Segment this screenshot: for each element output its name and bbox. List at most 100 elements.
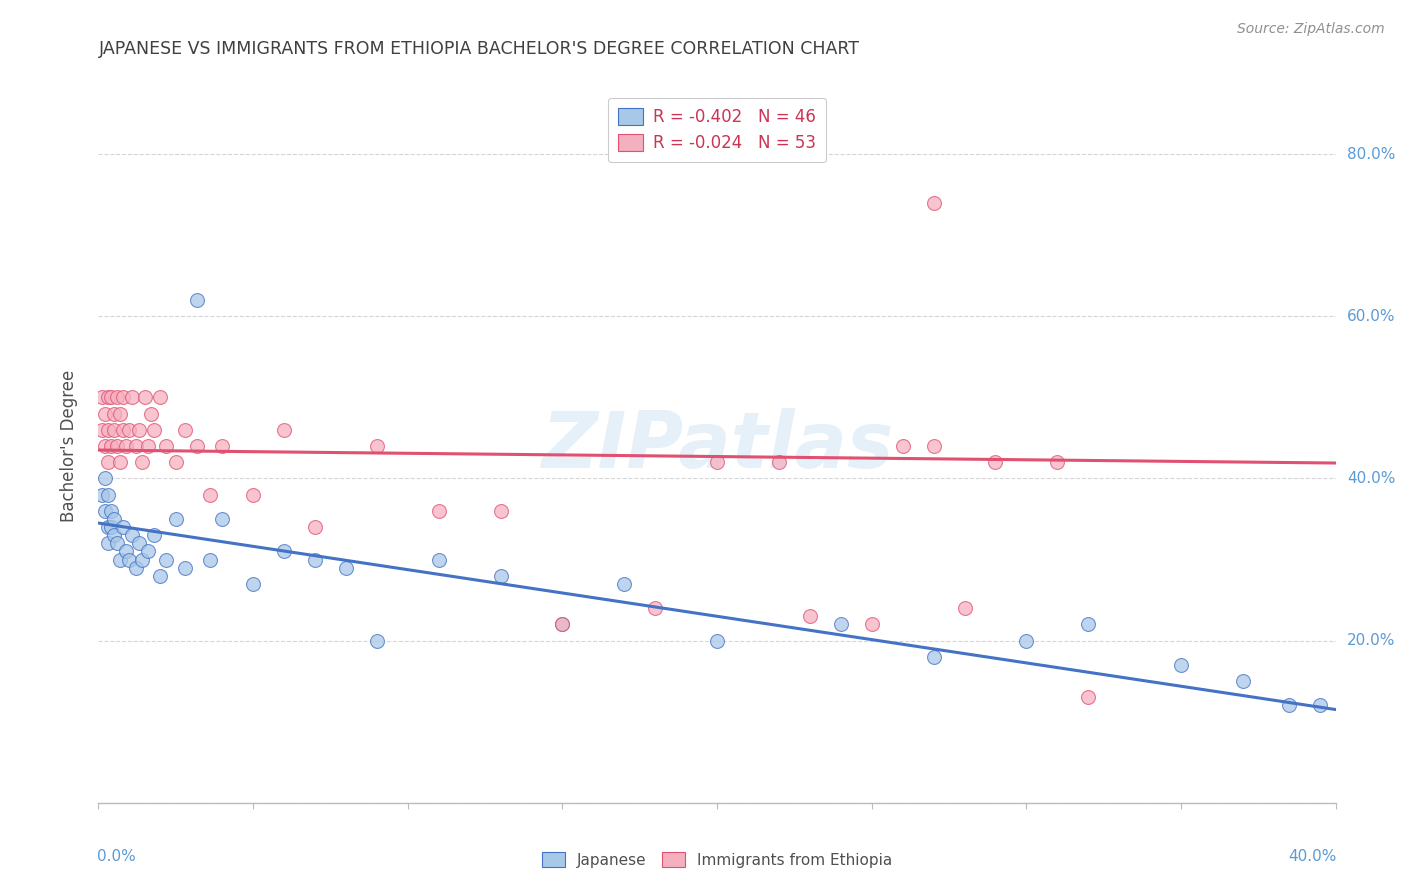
- Point: [644, 601, 666, 615]
- Point: [186, 439, 208, 453]
- Text: ZIPatlas: ZIPatlas: [541, 408, 893, 484]
- Point: [211, 512, 233, 526]
- Y-axis label: Bachelor's Degree: Bachelor's Degree: [59, 370, 77, 522]
- Point: [124, 439, 146, 453]
- Point: [273, 423, 295, 437]
- Point: [97, 520, 120, 534]
- Point: [273, 544, 295, 558]
- Point: [97, 390, 120, 404]
- Point: [131, 455, 153, 469]
- Point: [304, 552, 326, 566]
- Point: [1077, 617, 1099, 632]
- Point: [121, 528, 143, 542]
- Point: [105, 390, 128, 404]
- Point: [174, 423, 197, 437]
- Point: [134, 390, 156, 404]
- Point: [706, 633, 728, 648]
- Point: [984, 455, 1007, 469]
- Point: [242, 577, 264, 591]
- Point: [136, 544, 159, 558]
- Point: [90, 423, 112, 437]
- Point: [198, 488, 221, 502]
- Point: [112, 520, 135, 534]
- Point: [1278, 698, 1301, 713]
- Text: Source: ZipAtlas.com: Source: ZipAtlas.com: [1237, 22, 1385, 37]
- Point: [118, 423, 141, 437]
- Point: [93, 504, 115, 518]
- Point: [489, 504, 512, 518]
- Point: [143, 423, 166, 437]
- Point: [335, 560, 357, 574]
- Point: [112, 423, 135, 437]
- Point: [830, 617, 852, 632]
- Text: JAPANESE VS IMMIGRANTS FROM ETHIOPIA BACHELOR'S DEGREE CORRELATION CHART: JAPANESE VS IMMIGRANTS FROM ETHIOPIA BAC…: [98, 40, 859, 58]
- Point: [922, 195, 945, 210]
- Point: [115, 439, 138, 453]
- Point: [105, 439, 128, 453]
- Point: [891, 439, 914, 453]
- Text: 40.0%: 40.0%: [1288, 849, 1337, 864]
- Point: [103, 512, 125, 526]
- Point: [799, 609, 821, 624]
- Point: [1309, 698, 1331, 713]
- Point: [121, 390, 143, 404]
- Point: [427, 552, 450, 566]
- Point: [128, 536, 150, 550]
- Point: [922, 439, 945, 453]
- Point: [93, 439, 115, 453]
- Point: [93, 471, 115, 485]
- Point: [489, 568, 512, 582]
- Point: [242, 488, 264, 502]
- Point: [155, 439, 177, 453]
- Point: [1015, 633, 1038, 648]
- Point: [105, 536, 128, 550]
- Point: [97, 536, 120, 550]
- Point: [366, 633, 388, 648]
- Point: [108, 407, 131, 421]
- Point: [108, 455, 131, 469]
- Point: [100, 439, 122, 453]
- Point: [97, 488, 120, 502]
- Point: [922, 649, 945, 664]
- Point: [97, 455, 120, 469]
- Point: [90, 488, 112, 502]
- Point: [860, 617, 883, 632]
- Point: [186, 293, 208, 307]
- Point: [136, 439, 159, 453]
- Point: [706, 455, 728, 469]
- Point: [103, 423, 125, 437]
- Point: [198, 552, 221, 566]
- Point: [155, 552, 177, 566]
- Point: [1170, 657, 1192, 672]
- Point: [149, 568, 172, 582]
- Point: [165, 512, 187, 526]
- Point: [953, 601, 976, 615]
- Point: [165, 455, 187, 469]
- Point: [103, 528, 125, 542]
- Point: [90, 390, 112, 404]
- Text: 40.0%: 40.0%: [1347, 471, 1395, 486]
- Point: [149, 390, 172, 404]
- Point: [100, 504, 122, 518]
- Point: [174, 560, 197, 574]
- Text: 20.0%: 20.0%: [1347, 633, 1395, 648]
- Point: [100, 520, 122, 534]
- Point: [131, 552, 153, 566]
- Point: [108, 552, 131, 566]
- Legend: Japanese, Immigrants from Ethiopia: Japanese, Immigrants from Ethiopia: [536, 846, 898, 873]
- Text: 0.0%: 0.0%: [97, 849, 136, 864]
- Point: [768, 455, 790, 469]
- Point: [115, 544, 138, 558]
- Point: [1046, 455, 1069, 469]
- Point: [124, 560, 146, 574]
- Point: [100, 390, 122, 404]
- Point: [211, 439, 233, 453]
- Point: [97, 423, 120, 437]
- Point: [1077, 690, 1099, 705]
- Text: 60.0%: 60.0%: [1347, 309, 1395, 324]
- Point: [427, 504, 450, 518]
- Point: [143, 528, 166, 542]
- Point: [366, 439, 388, 453]
- Text: 80.0%: 80.0%: [1347, 146, 1395, 161]
- Point: [304, 520, 326, 534]
